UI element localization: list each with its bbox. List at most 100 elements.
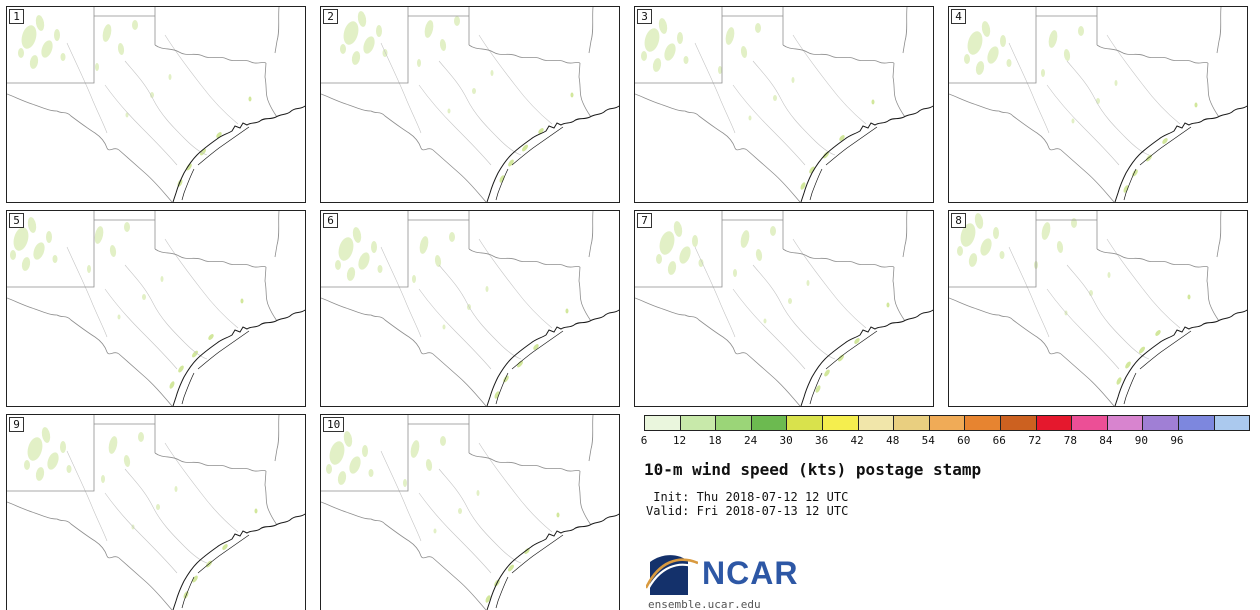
colorbar-tick-label: 48: [886, 434, 900, 447]
valid-time-text: Valid: Fri 2018-07-13 12 UTC: [646, 504, 849, 518]
colorbar-segment: [965, 416, 1001, 430]
colorbar-segment: [645, 416, 681, 430]
ensemble-member-panel: 1: [6, 6, 306, 203]
coastline: [172, 309, 305, 406]
river-lines: [66, 34, 239, 166]
coastline: [486, 513, 619, 610]
ensemble-member-panel: 7: [634, 210, 934, 407]
river-lines: [694, 238, 867, 370]
member-number-badge: 4: [951, 9, 966, 24]
colorbar-segment: [787, 416, 823, 430]
colorbar-segment: [1072, 416, 1108, 430]
colorbar-tick-label: 66: [992, 434, 1006, 447]
colorbar-tick-label: 42: [850, 434, 864, 447]
coastline: [172, 105, 305, 202]
member-number-badge: 2: [323, 9, 338, 24]
colorbar-tick-label: 72: [1028, 434, 1042, 447]
river-lines: [694, 34, 867, 166]
coastline: [172, 513, 305, 610]
wind-speed-map: [321, 211, 619, 406]
wind-speed-map: [635, 211, 933, 406]
state-borders: [321, 211, 594, 406]
member-number-badge: 3: [637, 9, 652, 24]
wind-speed-map: [7, 415, 305, 610]
river-lines: [1008, 238, 1181, 370]
member-number-badge: 7: [637, 213, 652, 228]
wind-shading-blobs: [641, 18, 875, 190]
wind-speed-map: [7, 211, 305, 406]
ensemble-member-panel: 9: [6, 414, 306, 610]
state-borders: [7, 415, 280, 610]
coastline: [1114, 105, 1247, 202]
colorbar-segment: [751, 416, 788, 430]
state-borders: [949, 211, 1222, 406]
plot-title: 10-m wind speed (kts) postage stamp: [644, 460, 982, 479]
wind-speed-map: [949, 211, 1247, 406]
wind-shading-blobs: [656, 221, 890, 393]
colorbar-segment: [1178, 416, 1215, 430]
wind-shading-blobs: [335, 227, 569, 399]
member-number-badge: 10: [323, 417, 345, 432]
ncar-wordmark: NCAR: [702, 554, 799, 591]
colorbar-tick-label: 36: [815, 434, 829, 447]
wind-shading-blobs: [24, 427, 258, 599]
wind-shading-blobs: [18, 15, 252, 187]
ensemble-member-panel: 10: [320, 414, 620, 610]
colorbar-segment: [1000, 416, 1037, 430]
river-lines: [380, 34, 553, 166]
river-lines: [380, 238, 553, 370]
wind-shading-blobs: [340, 11, 574, 183]
member-number-badge: 9: [9, 417, 24, 432]
ensemble-member-panel: 2: [320, 6, 620, 203]
wind-speed-map: [321, 7, 619, 202]
coastline: [486, 105, 619, 202]
ensemble-member-panel: 5: [6, 210, 306, 407]
wind-shading-blobs: [326, 431, 560, 603]
site-url-text: ensemble.ucar.edu: [648, 598, 761, 610]
river-lines: [380, 442, 553, 574]
colorbar-tick-label: 24: [743, 434, 758, 447]
colorbar-segment: [716, 416, 752, 430]
coastline: [486, 309, 619, 406]
coastline: [800, 105, 933, 202]
river-lines: [1008, 34, 1181, 166]
colorbar-segment: [1214, 416, 1250, 430]
colorbar-labels: 6 12 18 24 30 36 42 48 54 60 66 72 78 84 90 96: [641, 434, 1250, 447]
ensemble-member-panel: 4: [948, 6, 1248, 203]
wind-speed-colorbar: [644, 415, 1250, 431]
state-borders: [635, 211, 908, 406]
colorbar-segment: [680, 416, 717, 430]
state-borders: [7, 7, 280, 202]
colorbar-tick-label: 78: [1063, 434, 1077, 447]
colorbar-tick-label: 84: [1099, 434, 1113, 447]
colorbar-segment: [858, 416, 895, 430]
member-number-badge: 1: [9, 9, 24, 24]
ncar-logo-icon: [646, 555, 698, 595]
colorbar-tick-label: 18: [708, 434, 722, 447]
wind-speed-map: [321, 415, 619, 610]
colorbar-segment: [1036, 416, 1073, 430]
coastline: [1114, 309, 1247, 406]
colorbar-segment: [1143, 416, 1179, 430]
ensemble-member-panel: 6: [320, 210, 620, 407]
colorbar-tick-label: 60: [957, 434, 971, 447]
ensemble-member-panel: 3: [634, 6, 934, 203]
state-borders: [321, 415, 594, 610]
coastline: [800, 309, 933, 406]
colorbar-tick-label: 12: [672, 434, 687, 447]
postage-stamp-grid: 1: [6, 6, 1254, 610]
colorbar-tick-label: 54: [921, 434, 935, 447]
wind-shading-blobs: [957, 213, 1191, 385]
wind-shading-blobs: [10, 217, 244, 389]
colorbar-tick-label: 90: [1134, 434, 1149, 447]
member-number-badge: 8: [951, 213, 966, 228]
colorbar-tick-label: 96: [1170, 434, 1184, 447]
init-time-text: Init: Thu 2018-07-12 12 UTC: [646, 490, 849, 504]
ncar-logo: NCAR: [646, 548, 798, 598]
state-borders: [321, 7, 594, 202]
colorbar-segment: [1107, 416, 1144, 430]
member-number-badge: 5: [9, 213, 24, 228]
river-lines: [66, 442, 239, 574]
colorbar-segment: [822, 416, 859, 430]
